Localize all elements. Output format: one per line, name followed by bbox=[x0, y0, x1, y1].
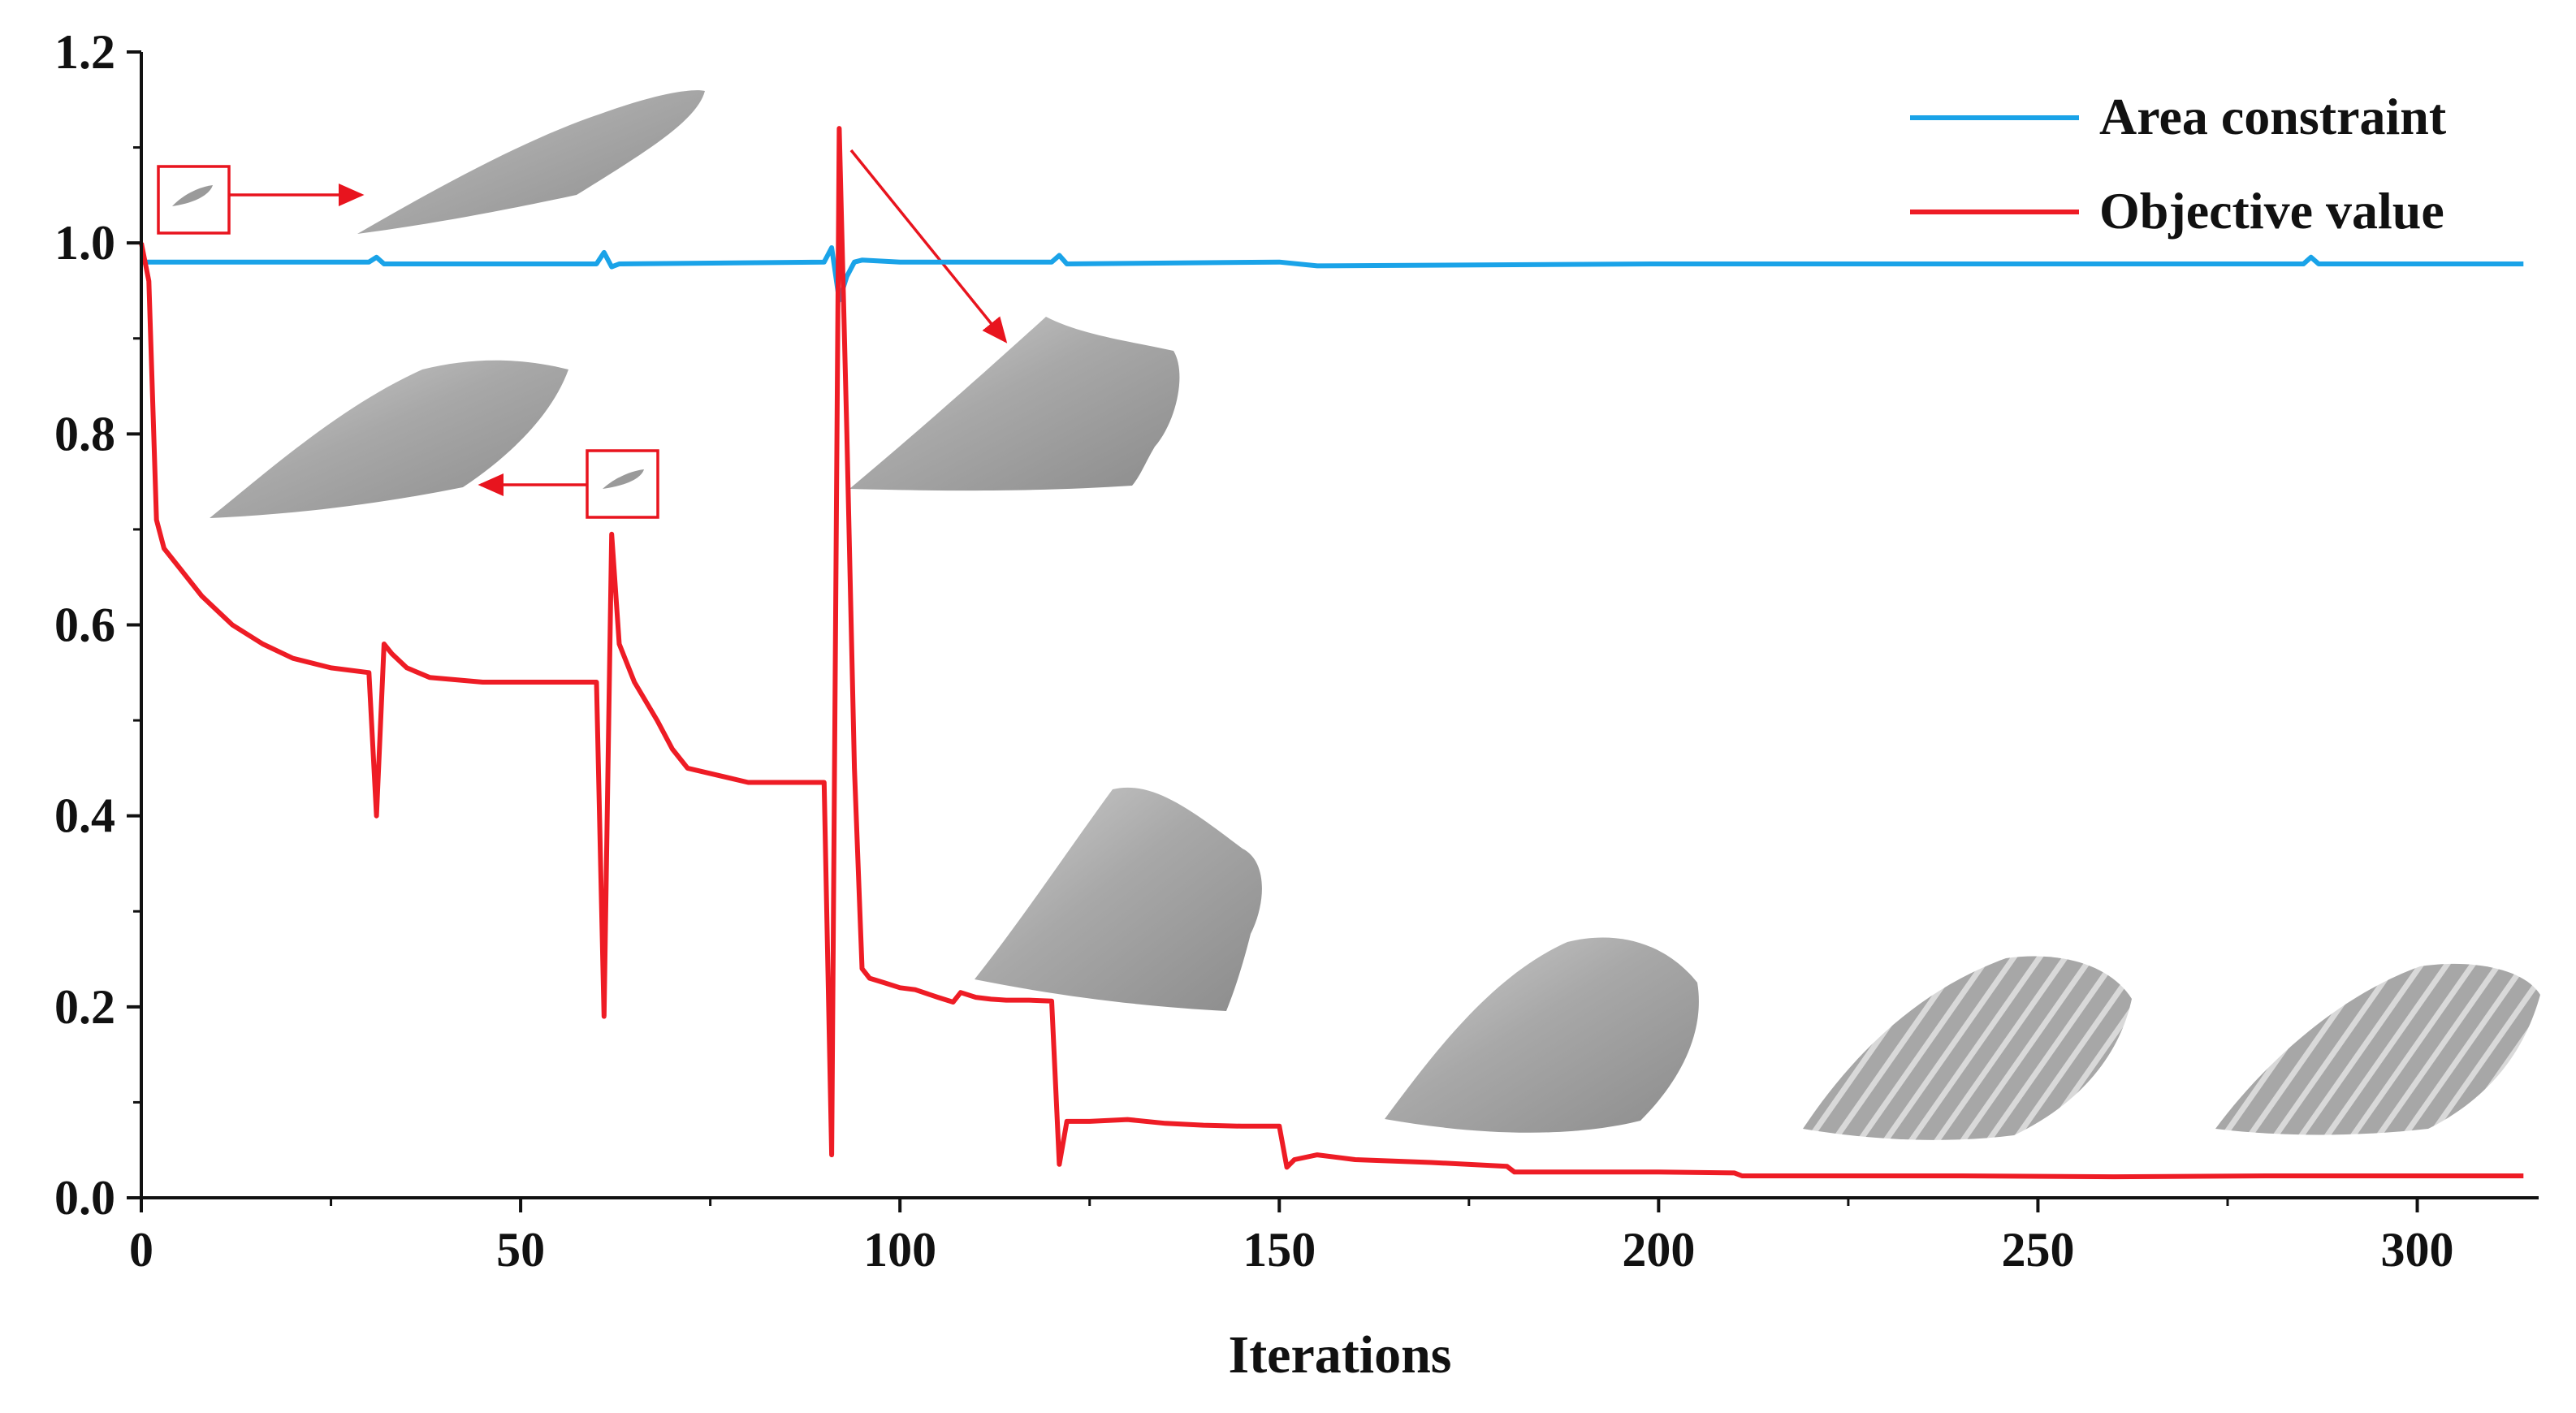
rough-cone-shape bbox=[975, 787, 1262, 1011]
faceted-ovoid-shape bbox=[1385, 937, 1699, 1133]
x-tick-label: 300 bbox=[2381, 1223, 2454, 1277]
y-tick-label: 1.2 bbox=[54, 25, 115, 79]
mini-spindle-shape-1 bbox=[172, 185, 213, 206]
y-tick-label: 1.0 bbox=[54, 216, 115, 270]
y-tick-label: 0.8 bbox=[54, 407, 115, 460]
ribbed-ovoid-shape-2 bbox=[2215, 963, 2540, 1135]
axes: 0 50 100 150 200 250 300 0.0 0.2 0.4 0.6 0.8 1.0 1.2… bbox=[54, 25, 2539, 1385]
x-tick-label: 200 bbox=[1622, 1223, 1695, 1277]
x-tick-label: 250 bbox=[2001, 1223, 2074, 1277]
x-tick-label: 100 bbox=[863, 1223, 936, 1277]
legend-label-objective-value: Objective value bbox=[2099, 182, 2444, 240]
x-ticks: 0 50 100 150 200 250 300 bbox=[129, 1198, 2454, 1277]
x-tick-label: 50 bbox=[496, 1223, 545, 1277]
spindle-shape-large-mid bbox=[210, 360, 568, 518]
spindle-shape-large-top bbox=[357, 90, 705, 234]
y-tick-label: 0.4 bbox=[54, 789, 115, 843]
series-layer bbox=[139, 126, 2524, 1180]
annotation-box-1 bbox=[157, 165, 231, 235]
legend-label-area-constraint: Area constraint bbox=[2099, 88, 2447, 145]
annotation-arrow-3 bbox=[849, 149, 1008, 344]
mini-spindle-shape-2 bbox=[603, 469, 644, 489]
annotations bbox=[157, 149, 1008, 519]
y-tick-label: 0.0 bbox=[54, 1171, 115, 1225]
series-line-objective-value bbox=[139, 126, 2524, 1180]
series-line-area-constraint bbox=[141, 245, 2524, 303]
shape-insets bbox=[210, 90, 2540, 1140]
y-tick-label: 0.6 bbox=[54, 598, 115, 652]
y-ticks: 0.0 0.2 0.4 0.6 0.8 1.0 1.2 bbox=[54, 25, 141, 1225]
ribbed-ovoid-shape-1 bbox=[1803, 956, 2132, 1140]
x-tick-label: 0 bbox=[129, 1223, 153, 1277]
x-axis-title: Iterations bbox=[1229, 1325, 1452, 1385]
x-tick-label: 150 bbox=[1243, 1223, 1316, 1277]
y-tick-label: 0.2 bbox=[54, 980, 115, 1034]
legend: Area constraint Objective value bbox=[1910, 88, 2447, 240]
jagged-pod-shape bbox=[849, 317, 1180, 491]
